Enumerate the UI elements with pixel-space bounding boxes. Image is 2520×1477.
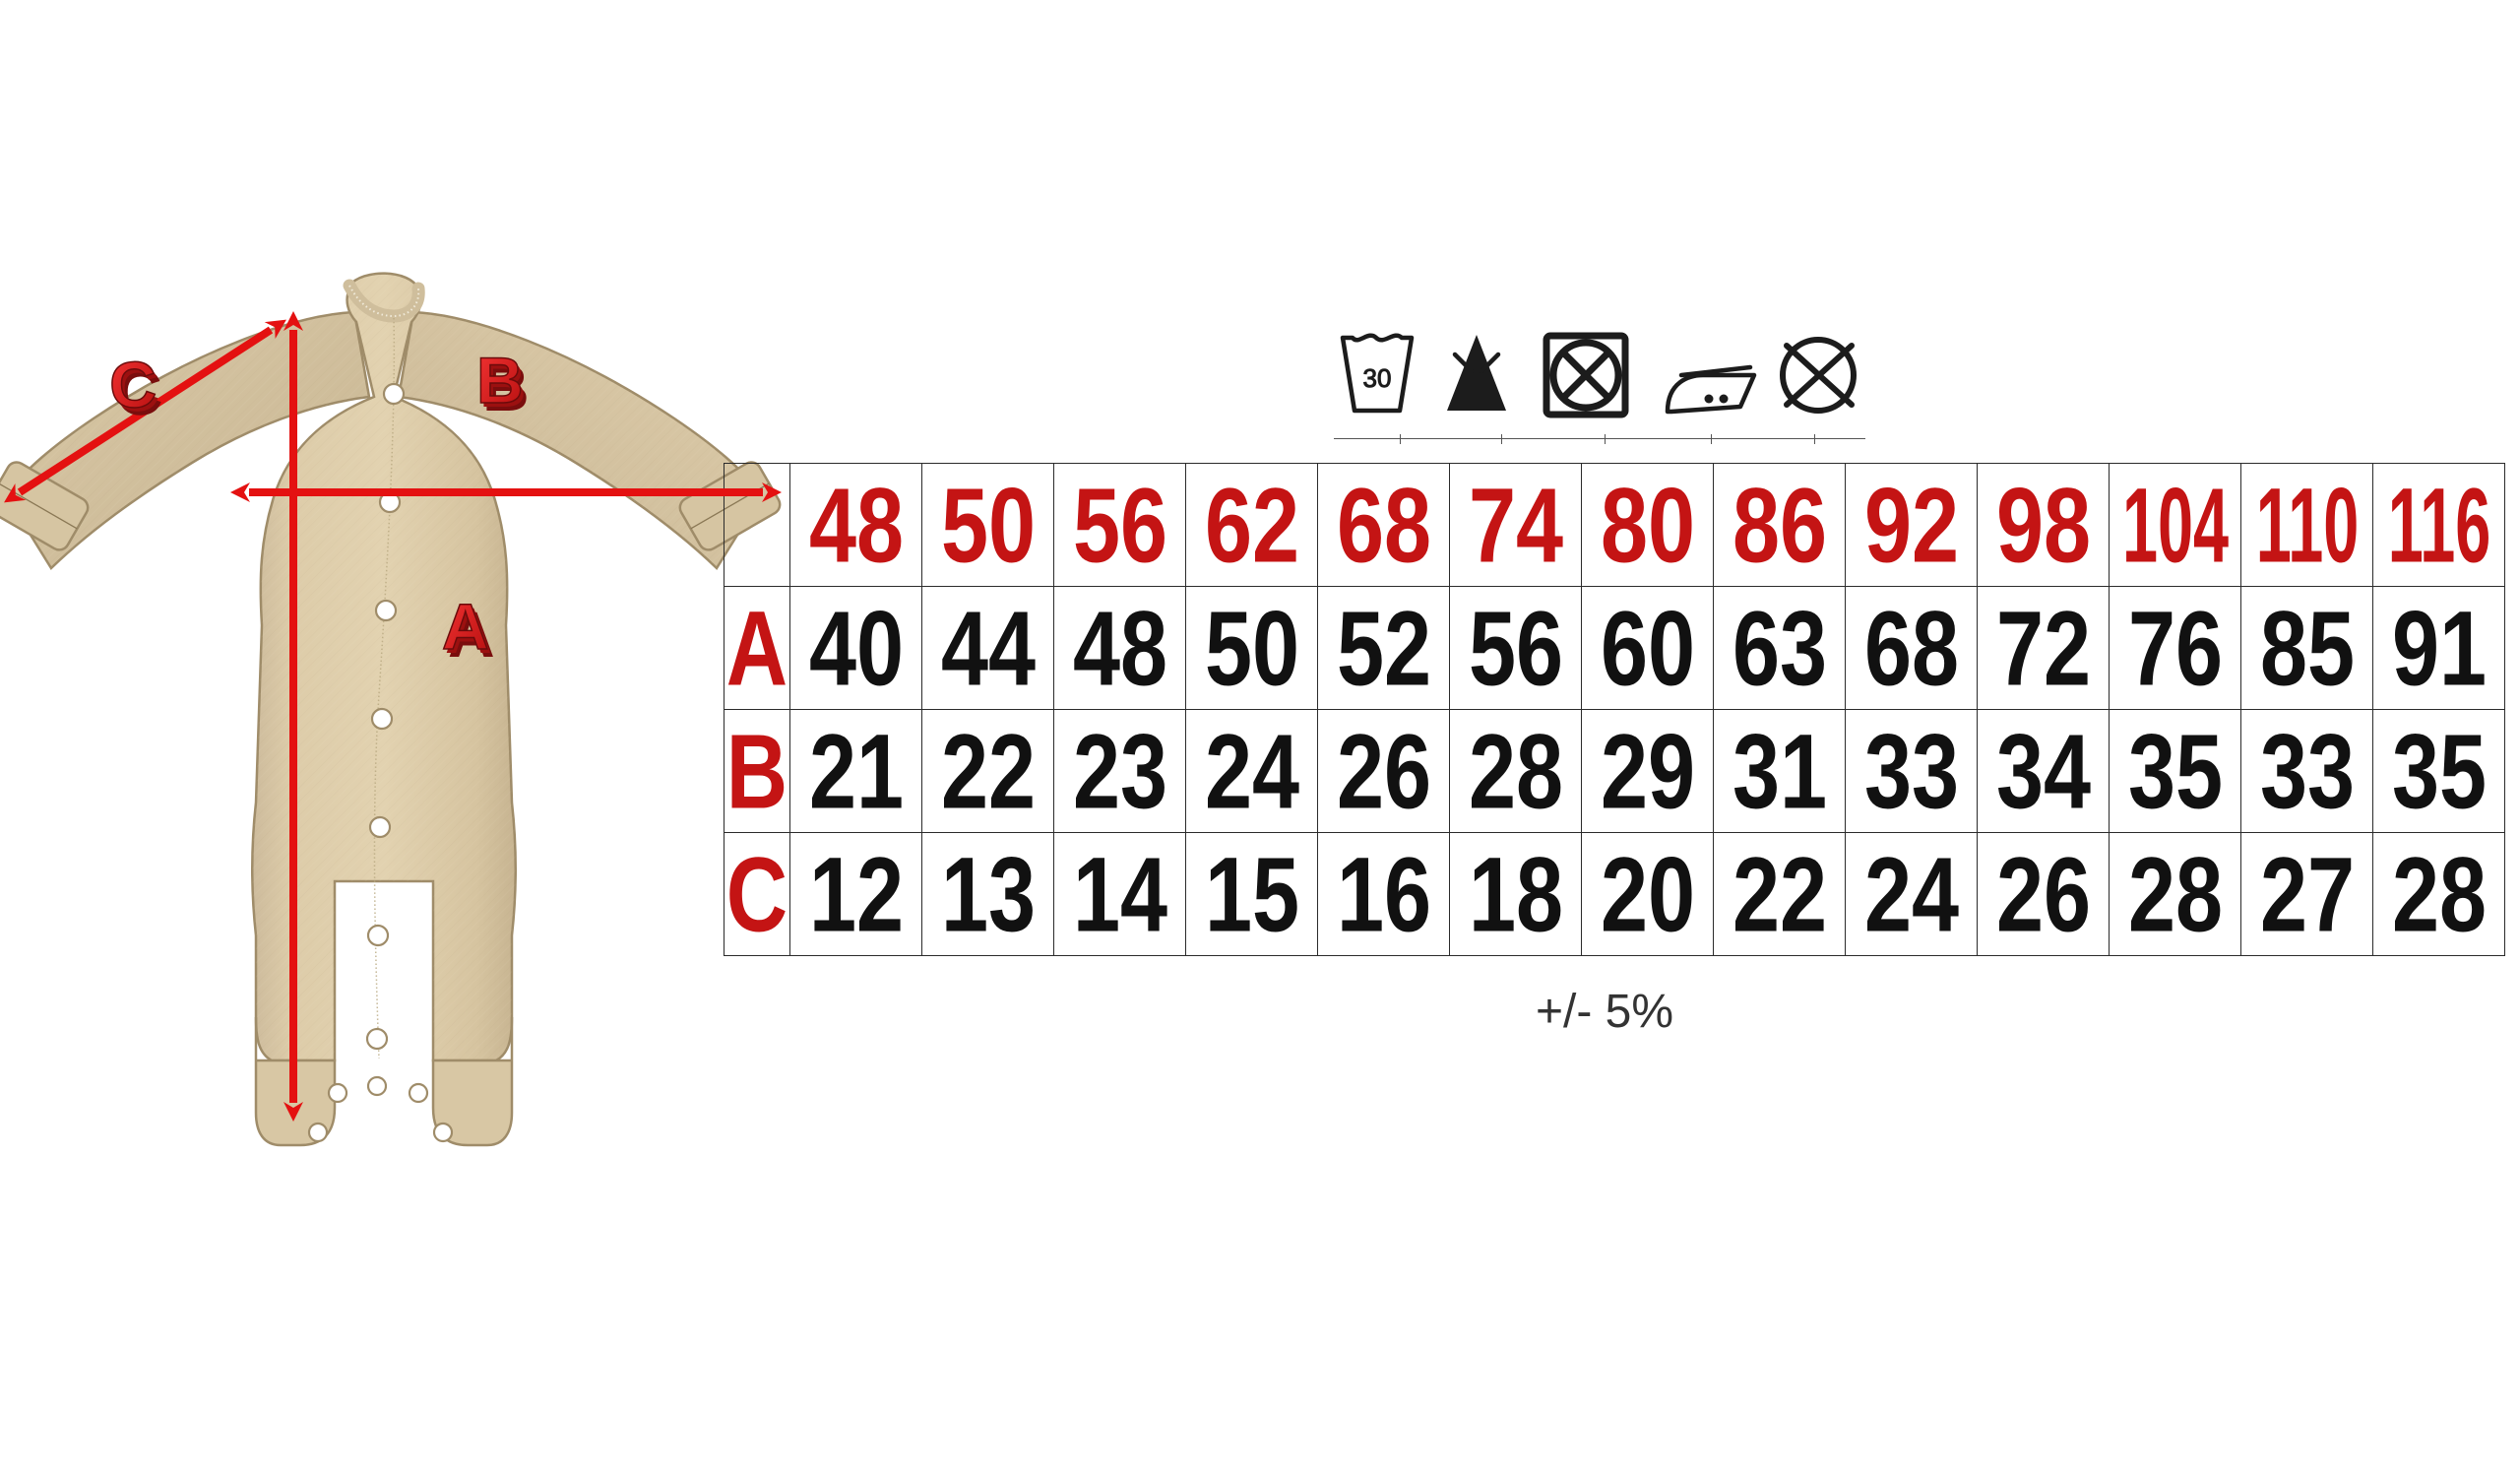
svg-text:B: B bbox=[476, 344, 524, 417]
svg-text:A: A bbox=[442, 590, 489, 663]
svg-text:C: C bbox=[108, 348, 158, 422]
